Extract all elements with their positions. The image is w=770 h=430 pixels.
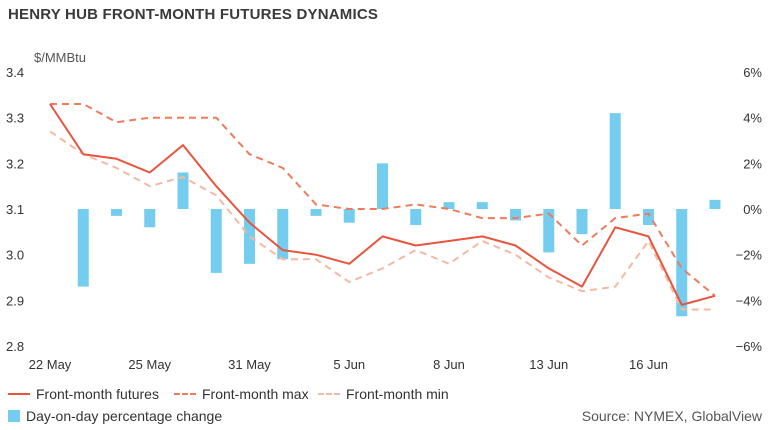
change-bar — [476, 202, 488, 209]
change-bar — [510, 209, 521, 221]
x-tick-label: 5 Jun — [333, 357, 365, 372]
legend-label-change: Day-on-day percentage change — [26, 408, 223, 424]
y-right-tick-label: 0% — [743, 202, 762, 217]
y-right-tick-label: 6% — [743, 65, 762, 80]
change-bar — [410, 209, 422, 225]
x-tick-label: 31 May — [228, 357, 271, 372]
x-tick-label: 22 May — [29, 357, 72, 372]
x-tick-label: 25 May — [128, 357, 171, 372]
y-right-tick-label: 2% — [743, 156, 762, 171]
y-left-tick-label: 3.3 — [6, 111, 24, 126]
change-bar — [210, 209, 222, 273]
series-line-min — [49, 130, 715, 311]
x-tick-label: 16 Jun — [629, 357, 668, 372]
legend-item-min: Front-month min — [318, 386, 449, 402]
y-right-tick-label: −4% — [736, 293, 763, 308]
change-bar — [676, 209, 688, 317]
y-left-tick-label: 2.9 — [6, 293, 24, 308]
source-note: Source: NYMEX, GlobalView — [581, 408, 762, 424]
y-left-tick-label: 3.1 — [6, 202, 24, 217]
change-bar — [543, 209, 555, 253]
change-bar — [111, 209, 122, 216]
chart-plot: 3.4 3.3 3.2 3.1 3.0 2.9 2.8 6% 4% 2% 0% −2% −4% −6% 22… — [6, 50, 763, 372]
y-left-tick-label: 3.0 — [6, 248, 24, 263]
chart-title: HENRY HUB FRONT-MONTH FUTURES DYNAMICS — [8, 6, 379, 23]
legend-swatch-min — [318, 393, 340, 395]
change-bar — [277, 209, 289, 260]
legend-item-max: Front-month max — [174, 386, 309, 402]
change-bar — [609, 113, 621, 209]
legend-label-max: Front-month max — [202, 386, 309, 402]
y-right-tick-label: −6% — [736, 339, 763, 354]
y-left-tick-label: 3.4 — [6, 65, 24, 80]
y-right-tick-label: 4% — [743, 111, 762, 126]
change-bar — [310, 209, 322, 216]
legend-swatch-max — [174, 393, 196, 395]
series-line-futures — [49, 103, 716, 306]
legend-label-futures: Front-month futures — [36, 386, 159, 402]
legend-swatch-futures — [8, 393, 30, 395]
change-bar — [77, 209, 89, 287]
change-bar — [443, 202, 455, 209]
change-bar — [343, 209, 355, 223]
series-line-max — [50, 103, 716, 297]
y-axis-unit-label: $/MMBtu — [34, 50, 86, 65]
x-tick-label: 13 Jun — [529, 357, 568, 372]
legend-label-min: Front-month min — [346, 386, 449, 402]
legend-item-futures: Front-month futures — [8, 386, 159, 402]
change-bar — [144, 209, 156, 228]
x-tick-label: 8 Jun — [433, 357, 465, 372]
y-right-tick-label: −2% — [736, 248, 763, 263]
change-bar — [576, 209, 588, 235]
change-bar — [377, 163, 388, 209]
change-bar — [643, 209, 654, 225]
legend-item-change: Day-on-day percentage change — [8, 408, 222, 424]
legend-swatch-change — [8, 410, 20, 422]
y-left-tick-label: 2.8 — [6, 339, 24, 354]
change-bar — [177, 172, 189, 209]
change-bar — [709, 199, 721, 209]
y-left-tick-label: 3.2 — [6, 156, 24, 171]
change-bar — [244, 209, 255, 264]
